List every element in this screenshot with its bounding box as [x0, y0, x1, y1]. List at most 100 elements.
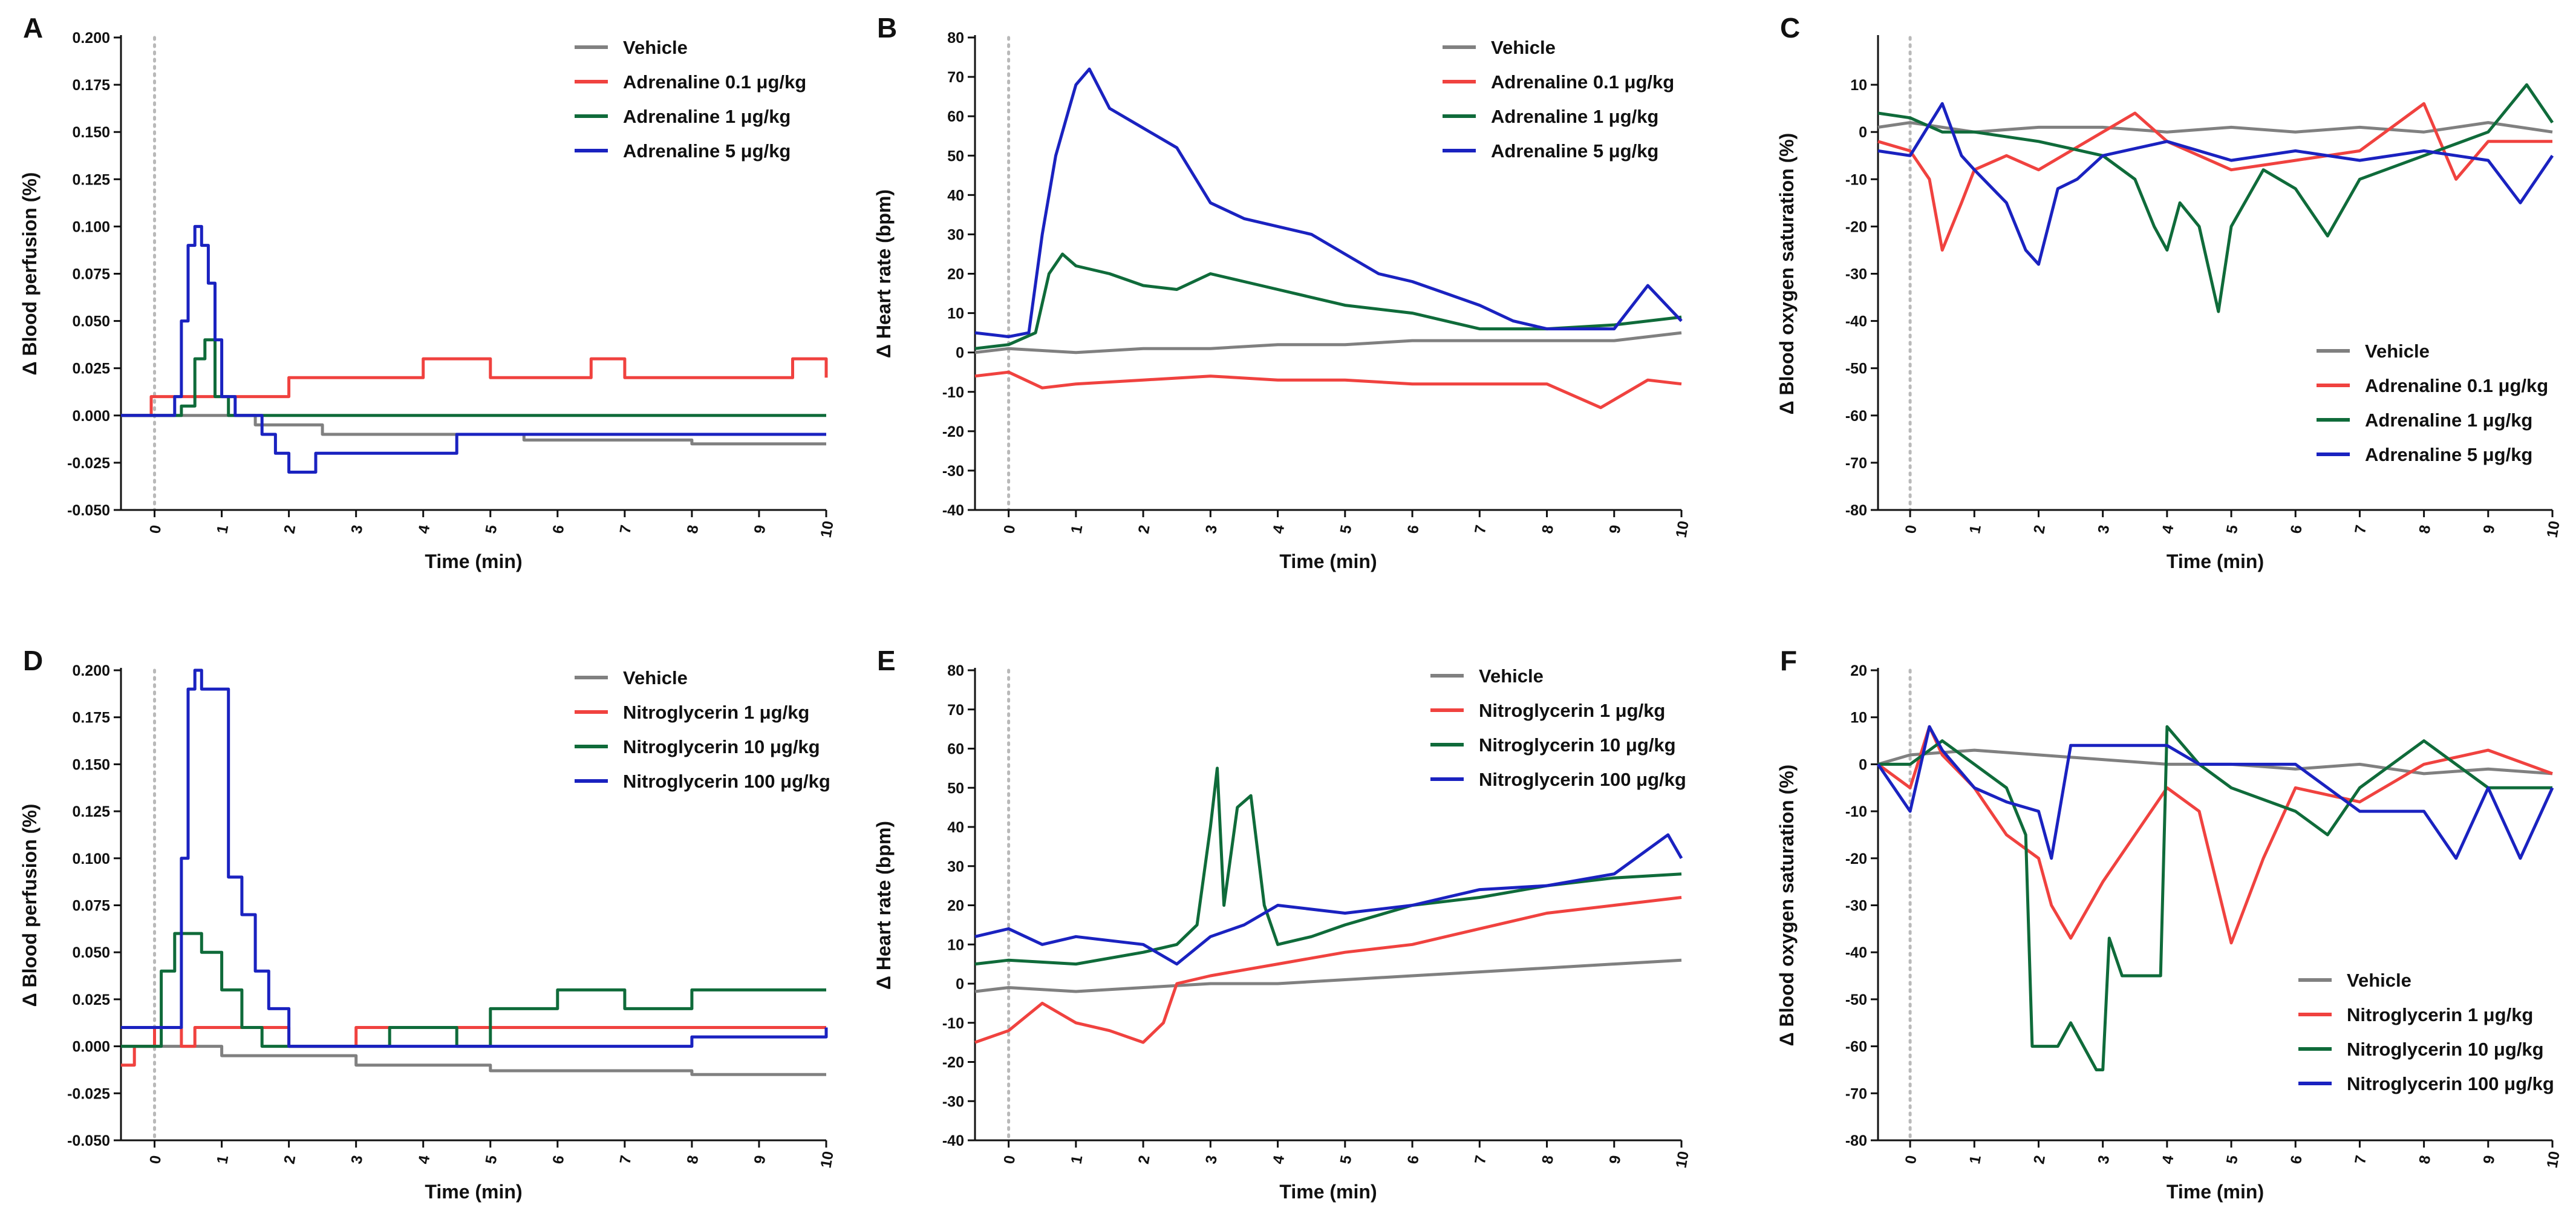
series-line-1 — [1877, 121, 2553, 134]
y-tick-label: -0.050 — [67, 1132, 110, 1149]
legend-label: Nitroglycerin 10 μg/kg — [1479, 734, 1676, 756]
y-axis-title: Δ Heart rate (bpm) — [873, 189, 895, 358]
x-tick-label: 10 — [817, 1150, 836, 1169]
legend-label: Adrenaline 0.1 μg/kg — [2365, 375, 2548, 396]
x-tick-label: 5 — [482, 524, 500, 535]
y-tick-label: -10 — [942, 384, 964, 401]
x-tick-label: 4 — [1270, 1154, 1288, 1166]
panel-B: B -40 -30 -20 -10 0 10 20 30 40 50 60 70 80 0 1 2 3 4 5 6 7 8 9… — [873, 12, 1692, 572]
y-axis-title: Δ Heart rate (bpm) — [873, 821, 895, 990]
series-line-3 — [121, 338, 826, 417]
y-tick-label: -10 — [1845, 171, 1867, 188]
x-tick-label: 0 — [1000, 524, 1019, 535]
legend-label: Nitroglycerin 1 μg/kg — [623, 702, 809, 723]
panel-letter: B — [877, 12, 897, 44]
x-tick-label: 10 — [2543, 520, 2563, 539]
y-tick-label: -0.025 — [67, 1085, 110, 1102]
series-line-1 — [974, 958, 1682, 993]
x-tick-label: 6 — [1404, 1154, 1423, 1166]
series-line-1 — [974, 331, 1682, 354]
x-tick-label: 6 — [2287, 524, 2306, 535]
y-tick-label: 10 — [1850, 710, 1867, 727]
x-tick-label: 1 — [214, 1154, 232, 1166]
x-tick-label: 9 — [751, 524, 769, 535]
x-tick-label: 9 — [1606, 524, 1624, 535]
x-tick-label: 8 — [2416, 524, 2434, 535]
y-tick-label: 0.175 — [72, 710, 110, 727]
x-tick-label: 4 — [2159, 1154, 2177, 1166]
series-line-4 — [121, 668, 828, 1048]
y-tick-label: 40 — [947, 187, 964, 204]
y-axis-title: Δ Blood oxygen saturation (%) — [1776, 133, 1798, 415]
x-axis-title: Time (min) — [425, 550, 522, 572]
legend: Vehicle Nitroglycerin 1 μg/kg Nitroglyceri… — [1430, 665, 1686, 790]
legend-label: Adrenaline 1 μg/kg — [2365, 410, 2532, 431]
x-tick-label: 4 — [415, 1154, 433, 1166]
series-line-3 — [974, 252, 1682, 350]
y-tick-label: -50 — [1845, 991, 1867, 1008]
legend: Vehicle Nitroglycerin 1 μg/kg Nitroglyceri… — [575, 667, 830, 792]
legend-label: Nitroglycerin 10 μg/kg — [2347, 1039, 2544, 1060]
x-tick-label: 9 — [2480, 1154, 2498, 1166]
x-tick-label: 7 — [2352, 524, 2370, 535]
legend-label: Adrenaline 0.1 μg/kg — [1491, 71, 1674, 93]
y-tick-label: -80 — [1845, 502, 1867, 519]
x-tick-label: 2 — [1135, 524, 1153, 535]
x-tick-label: 9 — [1606, 1154, 1624, 1166]
x-tick-label: 9 — [751, 1154, 769, 1166]
legend-label: Nitroglycerin 1 μg/kg — [1479, 700, 1665, 721]
y-tick-label: 70 — [947, 702, 964, 719]
y-tick-label: 0.150 — [72, 124, 110, 141]
x-tick-label: 8 — [1539, 1154, 1557, 1166]
x-tick-label: 7 — [1472, 524, 1490, 535]
x-tick-label: 9 — [2480, 524, 2498, 535]
panel-letter: A — [23, 12, 43, 44]
y-tick-label: 30 — [947, 226, 964, 243]
x-tick-label: 1 — [1068, 524, 1086, 535]
y-tick-label: -80 — [1845, 1132, 1867, 1149]
panel-letter: C — [1780, 12, 1800, 44]
y-tick-label: 0.000 — [72, 408, 110, 425]
series-line-4 — [974, 67, 1683, 339]
x-axis-title: Time (min) — [2167, 550, 2264, 572]
y-axis-title: Δ Blood perfusion (%) — [19, 804, 41, 1007]
y-tick-label: -50 — [1845, 361, 1867, 377]
y-tick-label: -40 — [1845, 944, 1867, 961]
x-tick-label: 6 — [2287, 1154, 2306, 1166]
panel-letter: D — [23, 645, 43, 676]
legend-label: Adrenaline 5 μg/kg — [623, 140, 791, 162]
y-tick-label: 0.200 — [72, 30, 110, 47]
legend-label: Vehicle — [1491, 37, 1556, 58]
x-tick-label: 1 — [1068, 1154, 1086, 1166]
legend-label: Nitroglycerin 10 μg/kg — [623, 736, 820, 757]
x-tick-label: 5 — [2223, 1154, 2242, 1166]
series-line-2 — [974, 896, 1682, 1044]
legend: Vehicle Nitroglycerin 1 μg/kg Nitroglyceri… — [2298, 970, 2554, 1094]
y-tick-label: -60 — [1845, 1039, 1867, 1056]
y-tick-label: 0 — [956, 345, 964, 362]
series-line-1 — [121, 1045, 826, 1076]
y-tick-label: -10 — [1845, 803, 1867, 820]
y-tick-label: -30 — [1845, 266, 1867, 283]
y-tick-label: 0.125 — [72, 171, 110, 188]
legend-label: Adrenaline 0.1 μg/kg — [623, 71, 806, 93]
y-tick-label: 0.100 — [72, 851, 110, 867]
x-tick-label: 5 — [1337, 1154, 1355, 1166]
series-line-4 — [974, 833, 1683, 966]
x-tick-label: 2 — [281, 1154, 299, 1166]
x-tick-label: 5 — [2223, 524, 2242, 535]
x-tick-label: 4 — [415, 524, 433, 535]
x-axis-title: Time (min) — [1279, 1181, 1377, 1203]
y-tick-label: 10 — [947, 936, 964, 953]
x-tick-label: 0 — [146, 1154, 165, 1166]
series-line-4 — [1876, 725, 2554, 860]
y-tick-label: 0 — [1859, 756, 1867, 773]
x-tick-label: 6 — [1404, 524, 1423, 535]
x-tick-label: 0 — [1902, 524, 1920, 535]
y-tick-label: 80 — [947, 662, 964, 679]
y-tick-label: 60 — [947, 741, 964, 758]
y-tick-label: 70 — [947, 69, 964, 86]
x-tick-label: 10 — [817, 520, 836, 539]
y-tick-label: -40 — [942, 502, 964, 519]
x-tick-label: 1 — [214, 524, 232, 535]
